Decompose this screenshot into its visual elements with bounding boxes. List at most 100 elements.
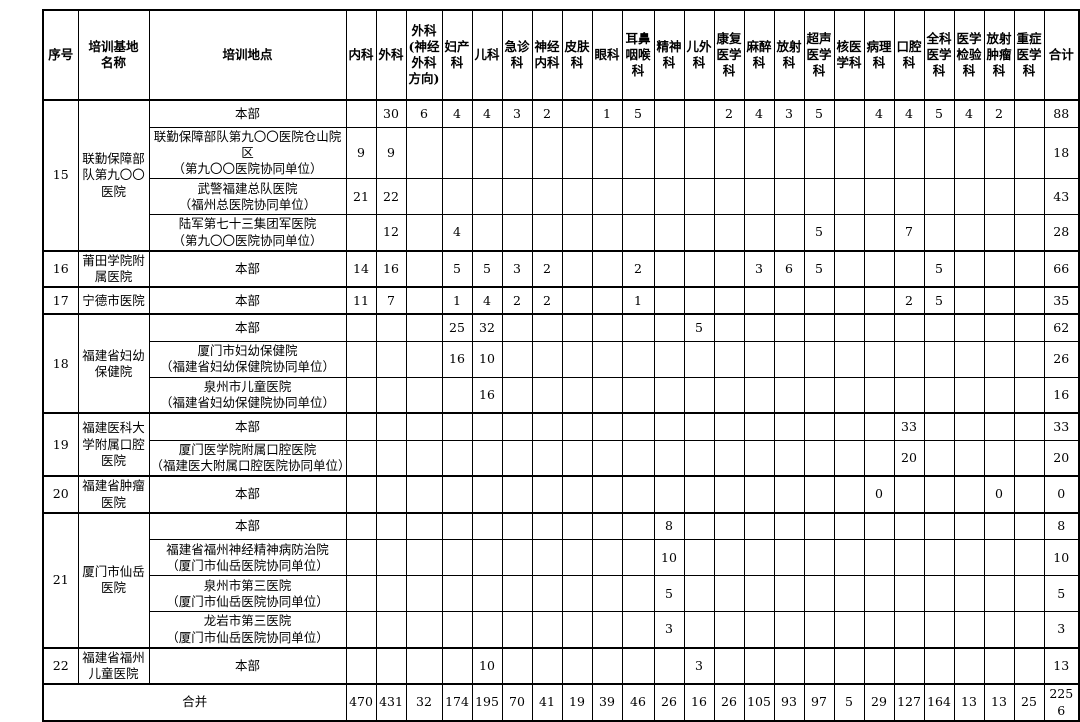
location-cell: 龙岩市第三医院 （厦门市仙岳医院协同单位） [148,611,347,649]
value-cell [713,611,745,649]
value-cell [405,511,443,541]
value-cell [953,511,985,541]
value-cell [713,214,745,252]
value-cell [833,99,865,128]
value-cell [501,611,533,649]
value-cell [561,646,593,685]
value-cell [893,539,925,577]
value-cell [653,286,685,315]
value-cell: 3 [501,99,533,128]
value-cell: 2 [531,249,563,288]
value-cell [501,214,533,252]
value-cell [1013,539,1045,577]
value-cell [621,214,655,252]
value-cell [863,539,895,577]
value-cell [893,475,925,514]
value-cell: 2 [531,99,563,128]
value-cell [833,611,865,649]
value-cell [345,313,377,342]
value-cell [653,249,685,288]
value-cell: 4 [471,99,503,128]
value-cell: 14 [345,249,377,288]
serial-cell: 15 [42,99,79,252]
location-cell: 厦门市妇幼保健院 （福建省妇幼保健院协同单位） [148,340,347,378]
location-name: 厦门市妇幼保健院 [197,343,298,358]
value-cell [863,286,895,315]
value-cell: 6 [773,249,805,288]
value-cell [1013,99,1045,128]
value-cell: 4 [863,99,895,128]
value-cell [591,340,623,378]
location-name: 本部 [234,292,260,308]
value-cell [893,611,925,649]
value-cell [893,249,925,288]
value-cell [561,539,593,577]
location-name: 本部 [234,518,260,534]
footer-value-cell: 13 [983,683,1015,722]
row-total-cell: 28 [1043,214,1080,252]
value-cell: 10 [471,340,503,378]
table-body: 15 联勤保障部队第九〇〇医院 本部 30 6 4 4 3 2 1 5 2 4 3 5 4 4 5 4 2 88 联勤保障… [42,99,1080,685]
value-cell [773,539,805,577]
value-cell [621,475,655,514]
value-cell [893,340,925,378]
value-cell [501,313,533,342]
value-cell [653,376,685,414]
value-cell [863,511,895,541]
value-cell [441,475,473,514]
value-cell [591,511,623,541]
value-cell: 4 [953,99,985,128]
value-cell [863,340,895,378]
footer-value-cell: 26 [653,683,685,722]
value-cell [803,646,835,685]
value-cell [531,412,563,441]
footer-value-cell: 105 [743,683,775,722]
value-cell [1013,611,1045,649]
value-cell: 6 [405,99,443,128]
value-cell [863,178,895,216]
value-cell [833,286,865,315]
value-cell [621,313,655,342]
location-cell: 泉州市儿童医院 （福建省妇幼保健院协同单位） [148,376,347,414]
value-cell [803,340,835,378]
value-cell [471,412,503,441]
column-header-14: 儿外科 [683,9,715,101]
value-cell [863,611,895,649]
value-cell [893,376,925,414]
column-header-16: 麻醉科 [743,9,775,101]
value-cell [1013,126,1045,180]
value-cell [653,126,685,180]
row-total-cell: 0 [1043,475,1080,514]
location-name: 武警福建总队医院 [197,180,298,196]
value-cell [561,439,593,477]
value-cell [773,340,805,378]
value-cell [561,412,593,441]
value-cell [983,313,1015,342]
base-name-cell: 厦门市仙岳医院 [77,511,150,649]
footer-value-cell: 470 [345,683,377,722]
value-cell [561,575,593,613]
location-name: 厦门医学院附属口腔医院 [178,441,317,457]
value-cell: 1 [621,286,655,315]
value-cell: 16 [375,249,407,288]
value-cell [893,126,925,180]
column-header-24: 放射肿瘤科 [983,9,1015,101]
row-total-cell: 13 [1043,646,1080,685]
value-cell [803,539,835,577]
value-cell [953,340,985,378]
value-cell [683,214,715,252]
value-cell: 4 [441,214,473,252]
value-cell [471,539,503,577]
value-cell [743,313,775,342]
table-row: 武警福建总队医院 （福州总医院协同单位） 21 22 43 [43,178,1080,216]
footer-label: 合并 [42,683,347,722]
table-row: 陆军第七十三集团军医院 （第九〇〇医院协同单位） 12 4 5 7 28 [43,214,1080,252]
value-cell: 12 [375,214,407,252]
value-cell [713,475,745,514]
value-cell: 7 [375,286,407,315]
value-cell: 21 [345,178,377,216]
value-cell [803,412,835,441]
page: { "table": { "headers": ["序号","培训基地名称","… [42,9,1080,722]
value-cell [441,575,473,613]
value-cell [591,126,623,180]
